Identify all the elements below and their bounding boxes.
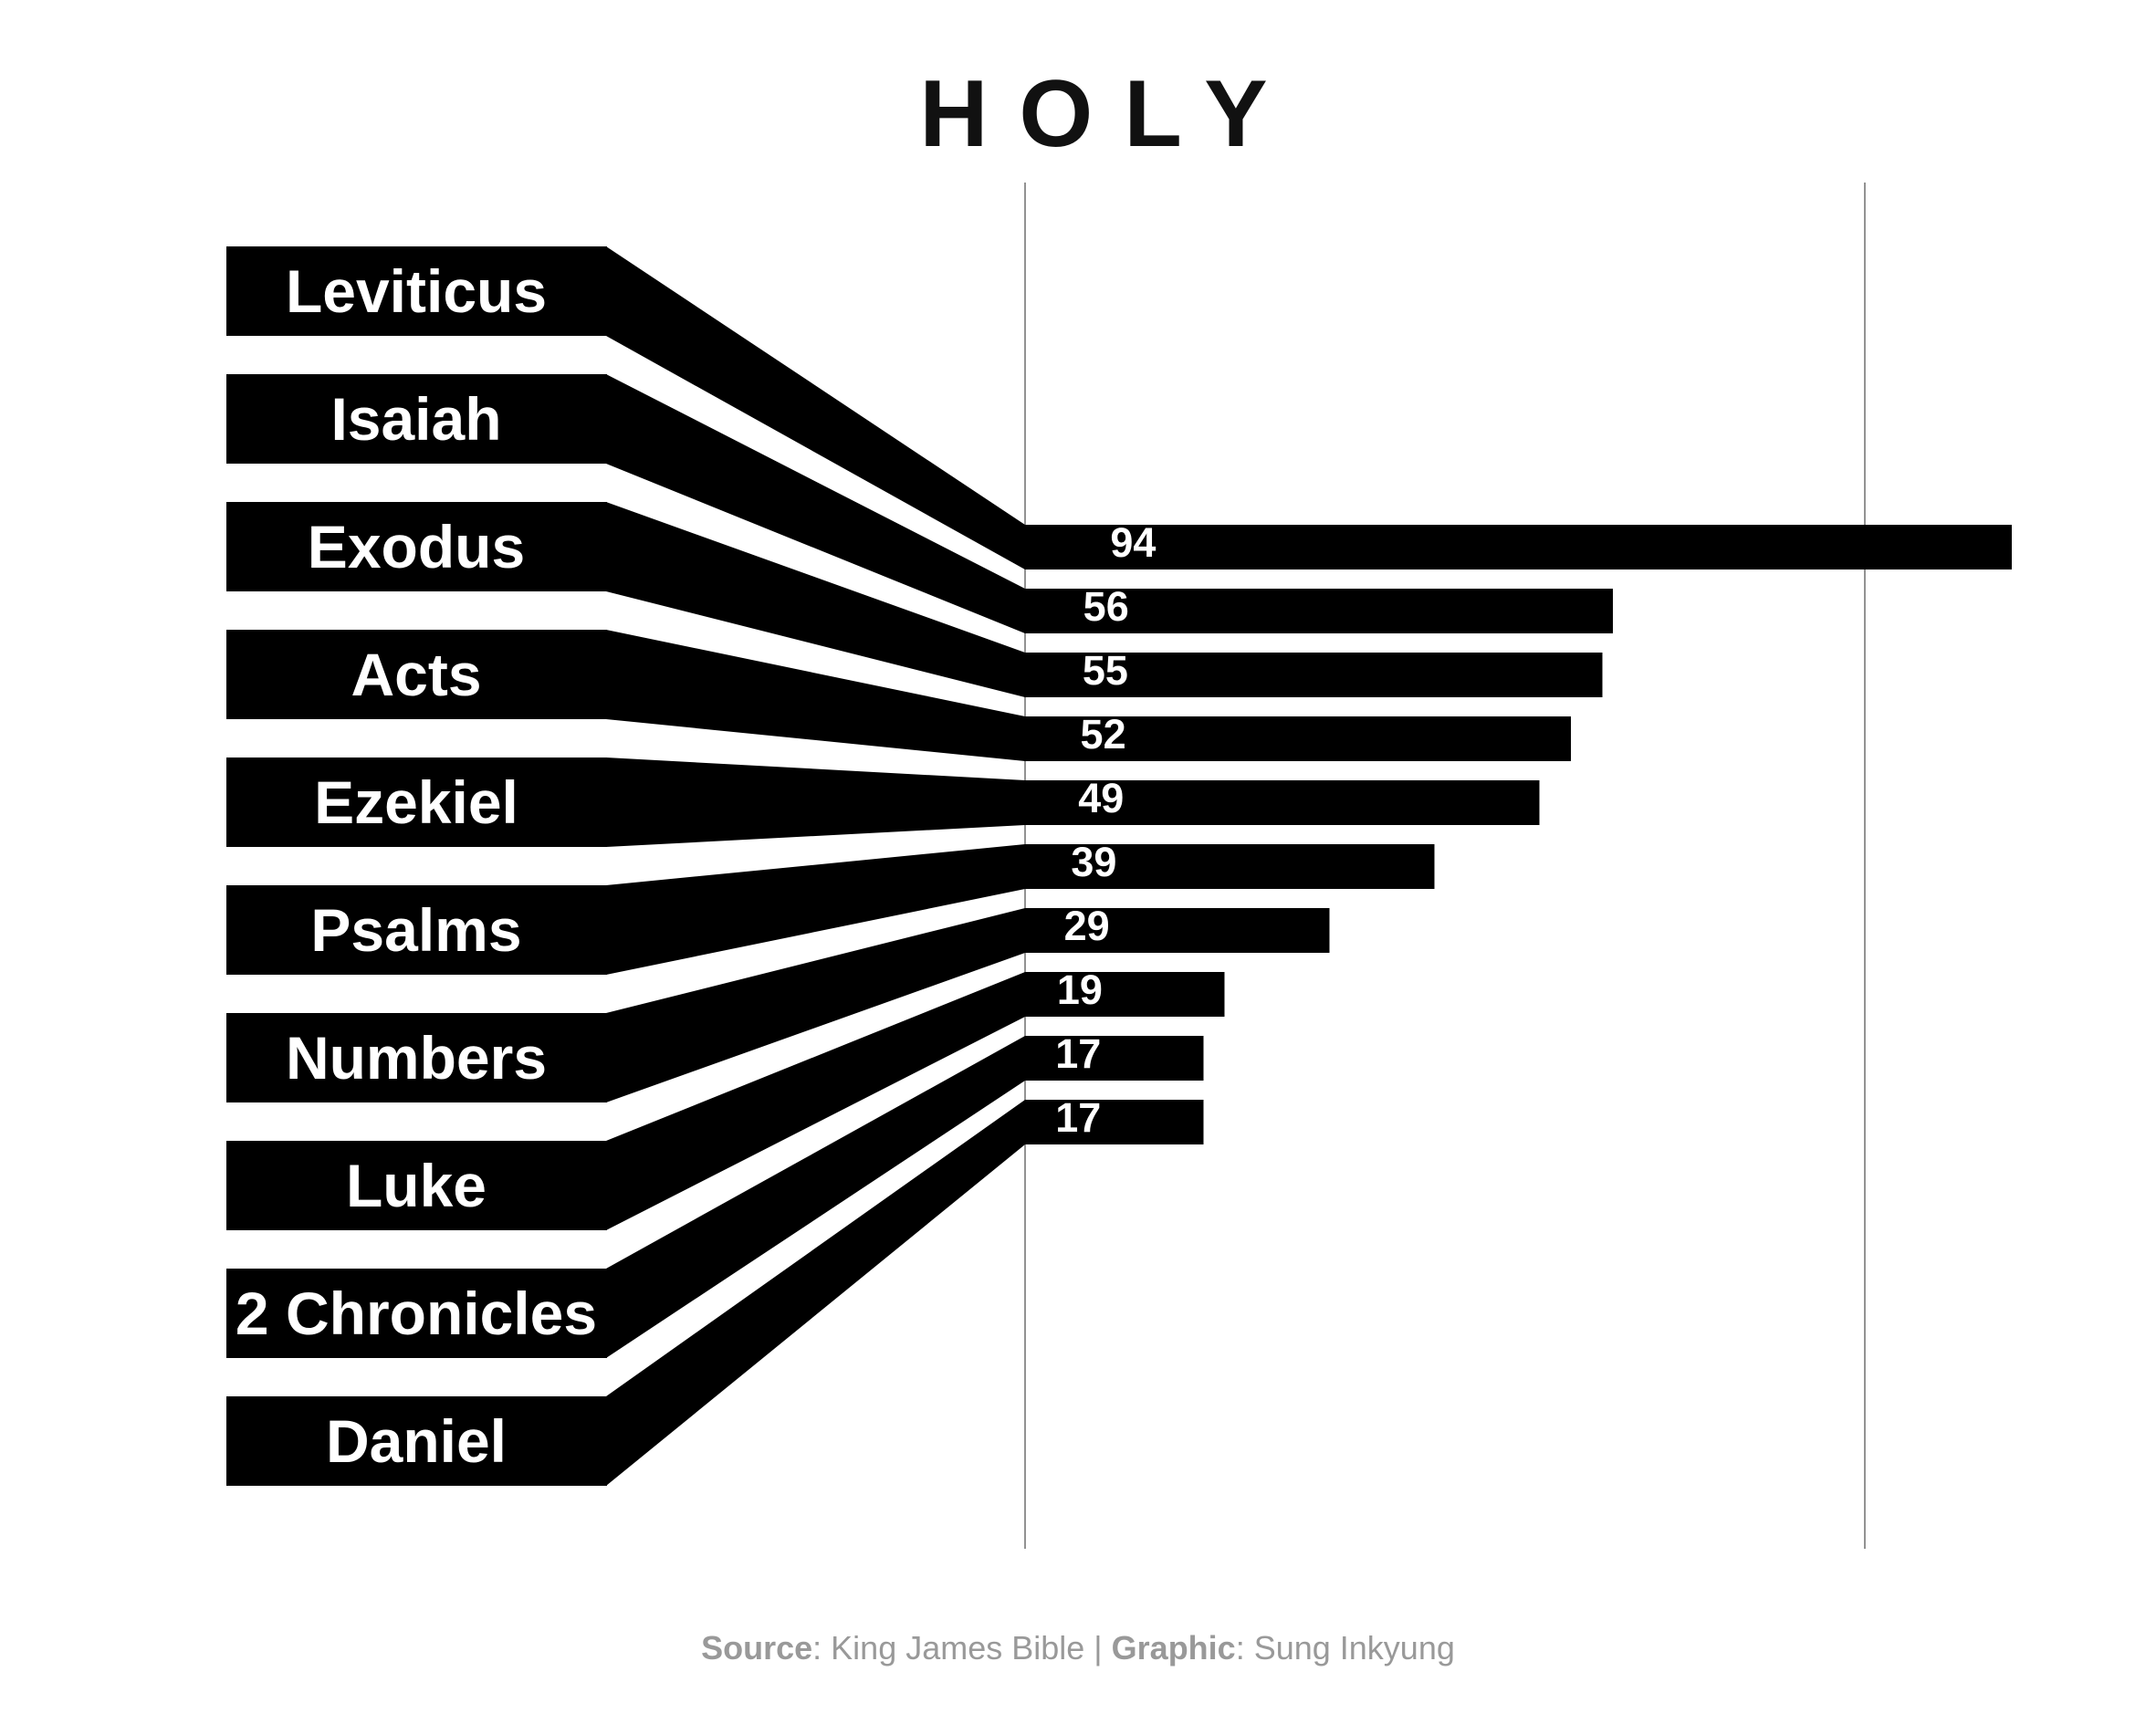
label-box-luke <box>226 1141 607 1230</box>
value-label: 29 <box>1064 903 1110 949</box>
value-label: 94 <box>1110 519 1156 566</box>
category-label: Acts <box>351 641 481 708</box>
category-label: Numbers <box>286 1024 547 1092</box>
bar-leviticus <box>1025 525 2012 569</box>
source-footer: Source: King James Bible | Graphic: Sung… <box>701 1629 1455 1667</box>
value-label: 56 <box>1083 583 1129 630</box>
value-label: 17 <box>1055 1030 1101 1077</box>
bar-daniel <box>1025 1100 1204 1144</box>
bar-exodus <box>1025 653 1603 697</box>
bar-ezekiel <box>1025 780 1540 825</box>
book-labels: Leviticus Isaiah Exodus Acts Ezekiel Psalms Nu… <box>226 246 607 1486</box>
value-label: 19 <box>1057 966 1103 1013</box>
category-label: Luke <box>346 1152 487 1219</box>
connector-acts <box>606 630 1025 761</box>
category-label: Ezekiel <box>314 768 518 836</box>
source-value: : King James Bible | <box>812 1629 1112 1667</box>
value-label: 55 <box>1083 647 1128 694</box>
connector-daniel <box>606 1100 1025 1486</box>
bar-isaiah <box>1025 589 1613 633</box>
bars <box>1025 525 2012 1144</box>
category-label: Isaiah <box>330 385 501 453</box>
graphic-label: Graphic <box>1112 1629 1236 1667</box>
bar-luke <box>1025 972 1225 1017</box>
label-box-numbers <box>226 1013 607 1102</box>
source-label: Source <box>701 1629 812 1667</box>
label-box-isaiah <box>226 374 607 464</box>
label-box-ezekiel <box>226 758 607 847</box>
chart-title: HOLY <box>919 61 1298 167</box>
bar-psalms <box>1025 844 1435 889</box>
bar-acts <box>1025 716 1571 761</box>
connector-exodus <box>606 502 1025 697</box>
category-label: Psalms <box>310 896 521 964</box>
value-label: 17 <box>1055 1094 1101 1141</box>
label-box-leviticus <box>226 246 607 336</box>
category-label: Daniel <box>326 1407 507 1475</box>
bar-numbers <box>1025 908 1330 953</box>
connectors <box>606 246 1025 1486</box>
value-labels: 94 56 55 52 49 39 29 19 17 17 <box>1055 519 1156 1141</box>
bar-2-chronicles <box>1025 1036 1204 1081</box>
connector-ezekiel <box>606 758 1025 847</box>
category-label: Exodus <box>308 513 525 580</box>
connector-psalms <box>606 844 1025 975</box>
value-label: 49 <box>1078 775 1124 821</box>
connector-2-chronicles <box>606 1036 1025 1358</box>
connector-luke <box>606 972 1025 1230</box>
label-box-exodus <box>226 502 607 591</box>
label-box-psalms <box>226 885 607 975</box>
label-box-2-chronicles <box>226 1269 607 1358</box>
category-label: Leviticus <box>286 257 547 325</box>
connector-leviticus <box>606 246 1025 569</box>
value-label: 52 <box>1081 711 1126 758</box>
connector-isaiah <box>606 374 1025 633</box>
value-label: 39 <box>1071 839 1116 885</box>
connector-numbers <box>606 908 1025 1102</box>
label-box-acts <box>226 630 607 719</box>
category-label: 2 Chronicles <box>235 1280 597 1347</box>
graphic-value: : Sung Inkyung <box>1236 1629 1455 1667</box>
label-box-daniel <box>226 1396 607 1486</box>
